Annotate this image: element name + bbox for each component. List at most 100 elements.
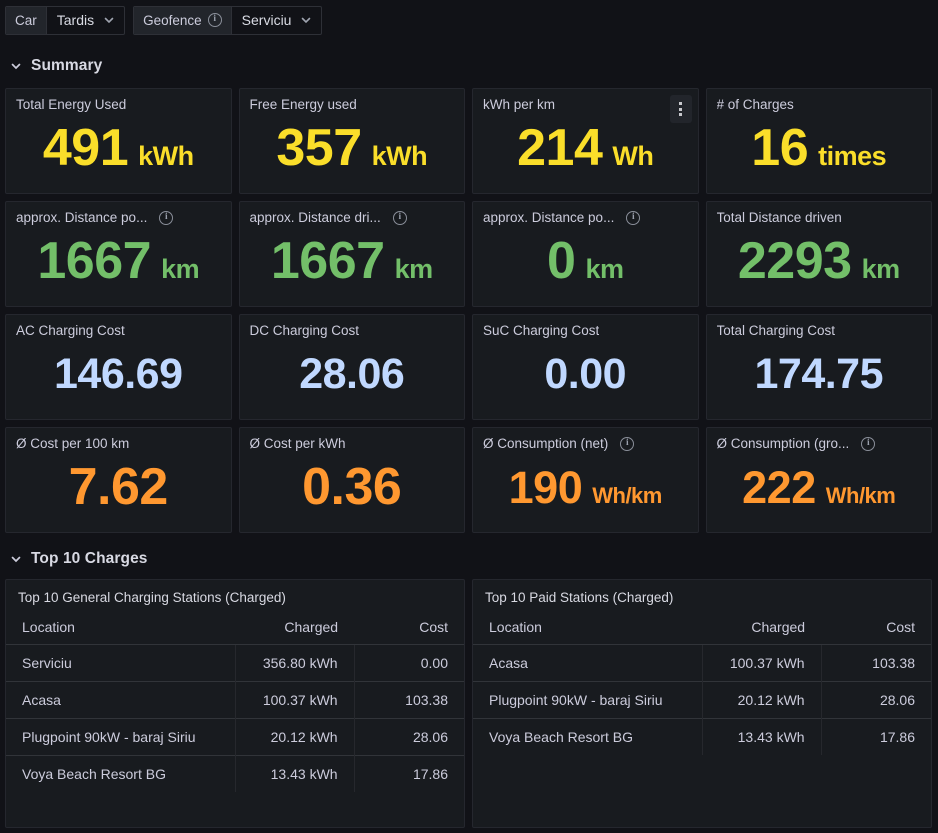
panel-title: AC Charging Cost: [16, 323, 125, 338]
table-header-row: Location Charged Cost: [6, 611, 464, 644]
info-icon[interactable]: i: [208, 13, 222, 27]
panel-title: DC Charging Cost: [250, 323, 360, 338]
panel-title: SuC Charging Cost: [483, 323, 599, 338]
stat-number-of-charges: # of Charges 16times: [706, 88, 933, 194]
stat-total-distance-driven: Total Distance driven 2293km: [706, 201, 933, 307]
stat-value: 1667: [37, 235, 151, 287]
panel-title: Total Energy Used: [16, 97, 126, 112]
stat-value: 0.36: [302, 461, 401, 513]
stat-ac-charging-cost: AC Charging Cost 146.69: [5, 314, 232, 420]
cell-location: Plugpoint 90kW - baraj Siriu: [473, 681, 702, 718]
cell-cost: 103.38: [354, 681, 464, 718]
stat-unit: km: [395, 256, 433, 283]
table-paid-stations: Top 10 Paid Stations (Charged) Location …: [472, 579, 932, 828]
column-header-location[interactable]: Location: [473, 611, 702, 644]
variable-bar: Car Tardis Geofence i Serviciu: [5, 5, 932, 35]
panel-menu-kebab-icon[interactable]: [670, 95, 692, 123]
stat-total-energy-used: Total Energy Used 491kWh: [5, 88, 232, 194]
variable-car: Car Tardis: [5, 6, 125, 35]
section-summary-header[interactable]: Summary: [5, 57, 932, 75]
stat-value: 16: [751, 122, 808, 174]
stat-unit: Wh: [612, 143, 653, 170]
stat-approx-distance-powered: approx. Distance po...i 0km: [472, 201, 699, 307]
summary-stat-grid: Total Energy Used 491kWh Free Energy use…: [5, 88, 932, 533]
table-row: Voya Beach Resort BG 13.43 kWh 17.86: [473, 718, 931, 755]
stat-approx-distance-possible: approx. Distance po...i 1667km: [5, 201, 232, 307]
info-icon[interactable]: i: [626, 211, 640, 225]
panel-title: Ø Consumption (net): [483, 436, 608, 451]
column-header-cost[interactable]: Cost: [354, 611, 464, 644]
panel-title: Total Charging Cost: [717, 323, 836, 338]
panel-title: approx. Distance dri...: [250, 210, 381, 225]
panel-title: Total Distance driven: [717, 210, 842, 225]
info-icon[interactable]: i: [393, 211, 407, 225]
variable-geofence-label-text: Geofence: [143, 13, 202, 28]
stat-free-energy-used: Free Energy used 357kWh: [239, 88, 466, 194]
table-row: Plugpoint 90kW - baraj Siriu 20.12 kWh 2…: [6, 718, 464, 755]
cell-charged: 13.43 kWh: [702, 718, 821, 755]
panel-title: Top 10 Paid Stations (Charged): [473, 580, 931, 611]
cell-cost: 17.86: [354, 755, 464, 792]
cell-charged: 100.37 kWh: [702, 644, 821, 681]
chevron-down-icon: [104, 15, 114, 25]
variable-car-label: Car: [6, 7, 47, 34]
stat-value: 174.75: [754, 353, 883, 396]
column-header-cost[interactable]: Cost: [821, 611, 931, 644]
stat-unit: times: [818, 143, 886, 170]
info-icon[interactable]: i: [620, 437, 634, 451]
cell-charged: 20.12 kWh: [702, 681, 821, 718]
info-icon[interactable]: i: [159, 211, 173, 225]
cell-location: Acasa: [473, 644, 702, 681]
chevron-down-icon: [10, 60, 22, 72]
panel-title: Ø Cost per kWh: [250, 436, 346, 451]
stat-value: 0: [547, 235, 575, 287]
panel-title: approx. Distance po...: [16, 210, 147, 225]
variable-car-label-text: Car: [15, 13, 37, 28]
table-general-charging-stations: Top 10 General Charging Stations (Charge…: [5, 579, 465, 828]
variable-geofence-label: Geofence i: [134, 7, 232, 34]
stat-unit: Wh/km: [592, 485, 662, 507]
panel-title: Ø Cost per 100 km: [16, 436, 129, 451]
cell-location: Voya Beach Resort BG: [6, 755, 235, 792]
stat-suc-charging-cost: SuC Charging Cost 0.00: [472, 314, 699, 420]
cell-location: Plugpoint 90kW - baraj Siriu: [6, 718, 235, 755]
panel-title: approx. Distance po...: [483, 210, 614, 225]
panel-title: kWh per km: [483, 97, 555, 112]
stat-value: 222: [742, 465, 816, 510]
table-row: Voya Beach Resort BG 13.43 kWh 17.86: [6, 755, 464, 792]
cell-cost: 17.86: [821, 718, 931, 755]
cell-cost: 0.00: [354, 644, 464, 681]
chevron-down-icon: [301, 15, 311, 25]
dashboard: Car Tardis Geofence i Serviciu: [0, 0, 938, 833]
section-summary-title: Summary: [31, 57, 102, 75]
variable-car-select[interactable]: Tardis: [47, 7, 124, 34]
section-top10-title: Top 10 Charges: [31, 550, 148, 568]
stat-value: 7.62: [69, 461, 168, 513]
cell-charged: 13.43 kWh: [235, 755, 354, 792]
table-header-row: Location Charged Cost: [473, 611, 931, 644]
section-top10-header[interactable]: Top 10 Charges: [5, 550, 932, 568]
stat-unit: Wh/km: [826, 485, 896, 507]
stat-value: 1667: [271, 235, 385, 287]
panel-title: Ø Consumption (gro...: [717, 436, 850, 451]
stat-consumption-gross: Ø Consumption (gro... i 222 Wh/km: [706, 427, 933, 533]
cell-location: Acasa: [6, 681, 235, 718]
cell-cost: 28.06: [354, 718, 464, 755]
info-icon[interactable]: i: [861, 437, 875, 451]
stat-approx-distance-driven: approx. Distance dri... i 1667 km: [239, 201, 466, 307]
table-row: Serviciu 356.80 kWh 0.00: [6, 644, 464, 681]
variable-geofence-select[interactable]: Serviciu: [232, 7, 322, 34]
column-header-charged[interactable]: Charged: [702, 611, 821, 644]
cell-cost: 28.06: [821, 681, 931, 718]
stat-value: 146.69: [54, 353, 183, 396]
stat-value: 214: [517, 122, 602, 174]
table-row: Acasa 100.37 kWh 103.38: [6, 681, 464, 718]
stat-unit: kWh: [372, 143, 428, 170]
variable-geofence: Geofence i Serviciu: [133, 6, 322, 35]
variable-car-value: Tardis: [57, 12, 94, 28]
stat-value: 0.00: [544, 353, 626, 396]
cell-location: Voya Beach Resort BG: [473, 718, 702, 755]
column-header-charged[interactable]: Charged: [235, 611, 354, 644]
column-header-location[interactable]: Location: [6, 611, 235, 644]
stat-value: 491: [43, 122, 128, 174]
